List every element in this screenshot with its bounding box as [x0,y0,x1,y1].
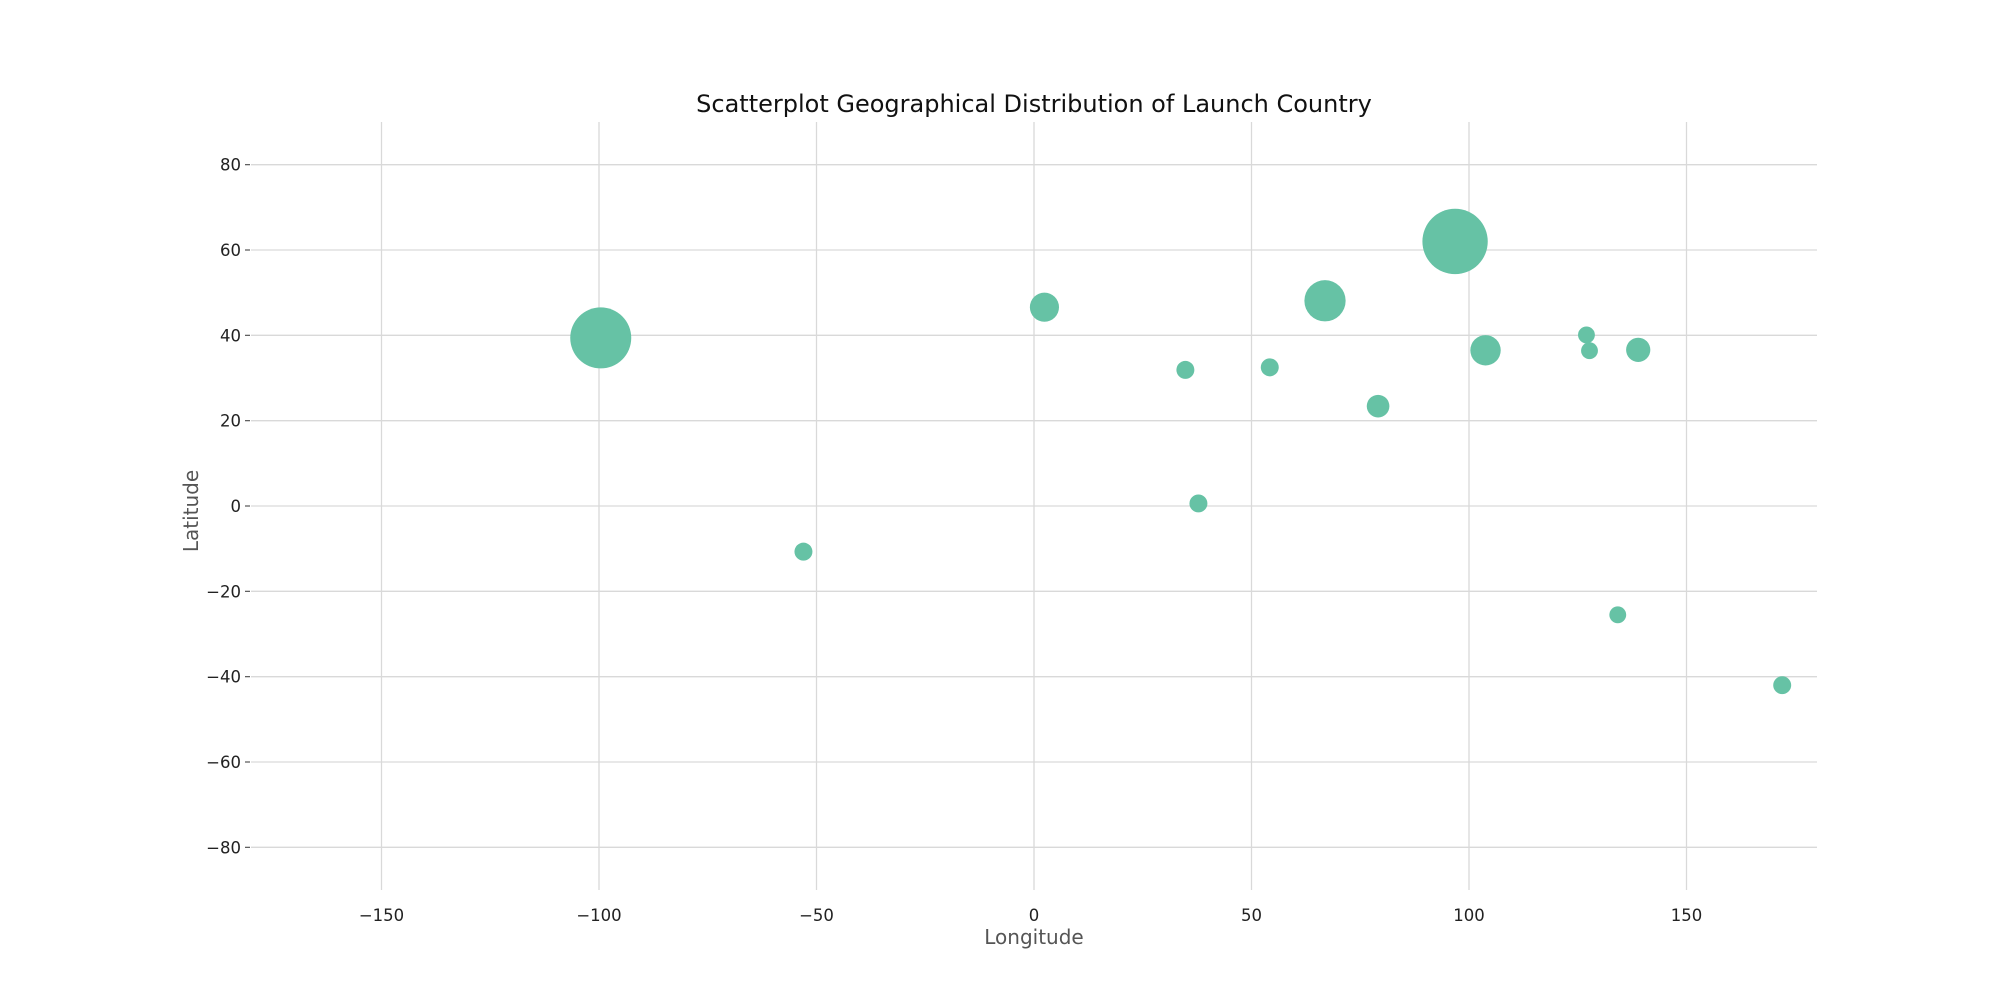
y-axis-ticks: −80 −60 −40 −20 0 20 40 60 80 [206,156,250,857]
scatter-point [570,307,632,369]
scatter-point [1304,280,1346,322]
y-tick-label: 80 [220,156,241,175]
scatter-point [794,542,813,561]
x-tick-label: 50 [1241,906,1262,925]
y-tick-label: −60 [206,753,241,772]
scatter-point [1581,342,1598,360]
x-axis-label: Longitude [984,925,1083,949]
y-tick-label: 40 [220,326,241,345]
scatter-point [1609,606,1627,624]
scatter-point [1176,360,1195,379]
x-axis-ticks: −150 −100 −50 0 50 100 150 [359,906,1702,925]
scatter-point [1189,494,1208,513]
y-tick-label: −20 [206,582,241,601]
y-tick-label: 60 [220,241,241,260]
grid-lines [251,122,1817,890]
chart-title: Scatterplot Geographical Distribution of… [696,90,1372,118]
scatter-point [1470,335,1501,366]
x-tick-label: −50 [799,906,834,925]
y-tick-label: 0 [231,497,242,516]
scatter-point [1260,358,1279,377]
x-tick-label: −100 [576,906,621,925]
y-tick-label: −40 [206,668,241,687]
x-tick-label: 100 [1453,906,1485,925]
scatter-point [1366,394,1390,418]
scatter-point [1029,292,1060,322]
scatter-point [1773,676,1792,695]
scatter-point [1422,208,1488,275]
y-tick-label: 20 [220,412,241,431]
x-tick-label: 0 [1029,906,1040,925]
data-points [570,208,1792,695]
scatter-point [1578,326,1595,344]
x-tick-label: −150 [359,906,404,925]
y-axis-label: Latitude [179,470,203,552]
x-tick-label: 150 [1671,906,1703,925]
y-tick-label: −80 [206,838,241,857]
scatter-point [1626,337,1651,362]
